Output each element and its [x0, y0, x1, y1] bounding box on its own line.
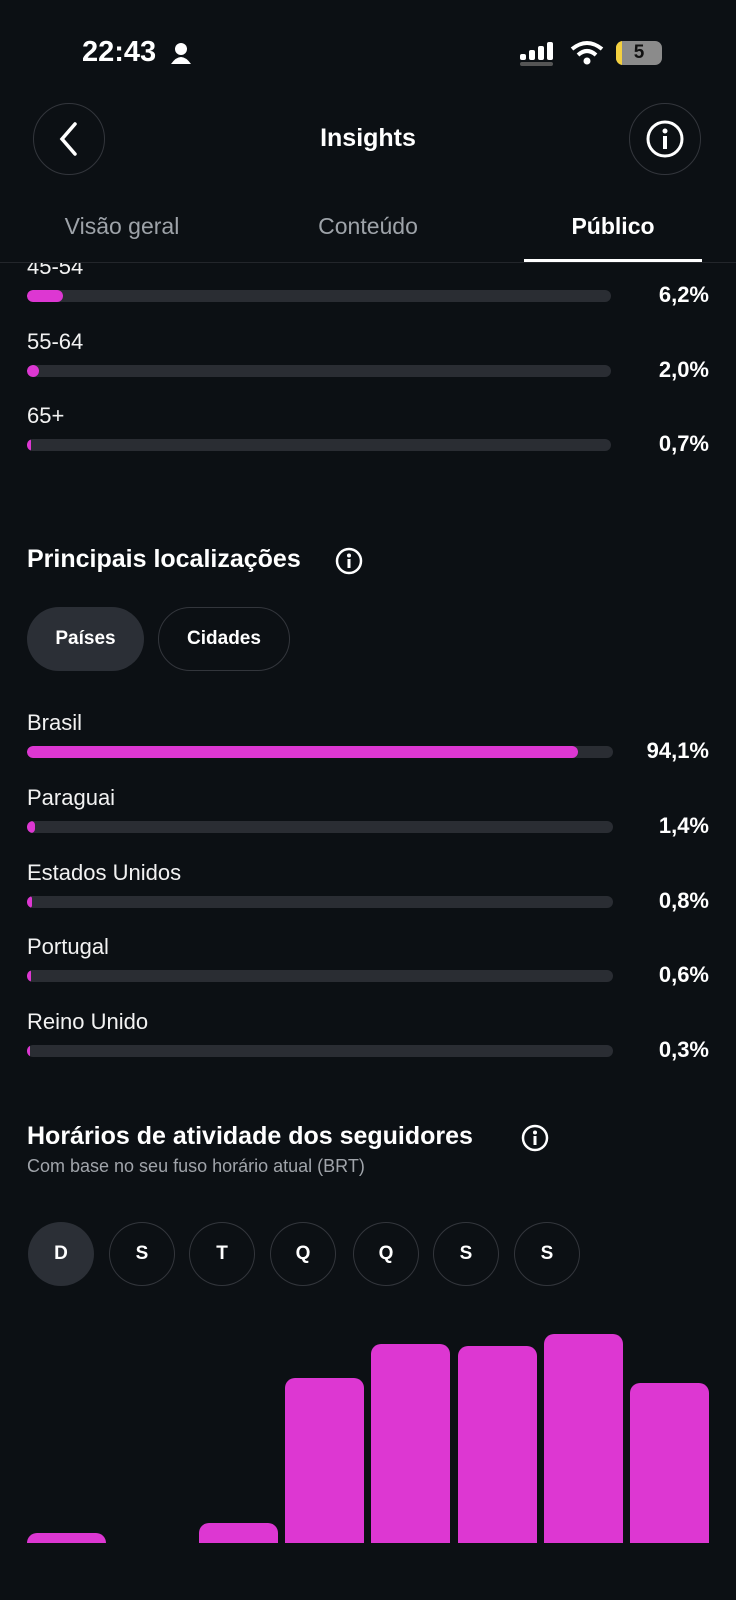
bar-track	[27, 439, 611, 451]
status-time: 22:43	[82, 36, 157, 68]
bar	[27, 895, 32, 908]
section-title: Principais localizações	[27, 545, 301, 573]
filter-pill[interactable]: Cidades	[158, 607, 290, 671]
filter-pill[interactable]: Países	[27, 607, 144, 671]
tab[interactable]: Público	[571, 213, 655, 239]
bar	[27, 290, 64, 302]
bar	[27, 820, 36, 833]
bar-track	[27, 820, 613, 833]
activity-bar	[629, 1383, 709, 1543]
bar-label: Paraguai	[27, 784, 116, 810]
day-button[interactable]: S	[109, 1222, 175, 1286]
back-button[interactable]	[33, 103, 105, 175]
bar-value: 0,7%	[658, 431, 709, 456]
activity-bar	[199, 1523, 279, 1543]
bar-label: Reino Unido	[27, 1009, 149, 1035]
activity-bar	[285, 1378, 365, 1543]
section-subtitle: Com base no seu fuso horário atual (BRT)	[27, 1156, 365, 1176]
bar-value: 6,2%	[658, 282, 709, 307]
bar-label: Estados Unidos	[27, 859, 182, 885]
info-button[interactable]	[629, 103, 701, 175]
bar-label: 65+	[27, 403, 65, 428]
activity-bar	[543, 1334, 623, 1543]
page-title: Insights	[320, 124, 416, 152]
bar-label: 55-64	[27, 328, 84, 354]
bar-value: 0,8%	[658, 887, 709, 913]
tab-separator	[0, 262, 736, 263]
bar-track	[27, 1045, 613, 1058]
tab[interactable]: Visão geral	[64, 213, 180, 239]
bar-label: 45-54	[27, 263, 84, 279]
wifi-icon	[570, 41, 604, 65]
battery-level: 5	[633, 42, 645, 63]
battery: 5	[616, 41, 662, 65]
bar	[27, 746, 579, 758]
bar-track	[27, 290, 611, 302]
activity-bar	[371, 1344, 451, 1543]
chart-cover	[0, 1543, 736, 1600]
day-button[interactable]: T	[189, 1222, 255, 1286]
bar-value: 94,1%	[646, 738, 709, 763]
bar-value: 0,6%	[658, 962, 709, 988]
section-title: Horários de atividade dos seguidores	[27, 1122, 473, 1150]
bar-value: 0,3%	[658, 1037, 709, 1063]
bar-track	[27, 970, 613, 983]
bar-label: Brasil	[27, 710, 83, 735]
day-button[interactable]: D	[28, 1222, 94, 1286]
day-button[interactable]: Q	[270, 1222, 336, 1286]
activity-bar	[27, 1533, 106, 1543]
signal-icon	[520, 42, 553, 66]
day-button[interactable]: S	[433, 1222, 499, 1286]
bar-track	[27, 364, 611, 377]
activity-bar	[457, 1346, 537, 1543]
info-icon[interactable]	[334, 546, 364, 576]
tab[interactable]: Conteúdo	[318, 213, 418, 239]
day-button[interactable]: S	[514, 1222, 580, 1286]
person-icon	[171, 43, 191, 64]
day-button[interactable]: Q	[353, 1222, 419, 1286]
info-icon[interactable]	[520, 1123, 550, 1153]
bar-track	[27, 895, 613, 908]
bar	[27, 364, 39, 377]
bar	[27, 1045, 30, 1058]
bar-value: 1,4%	[658, 812, 709, 838]
bar-label: Portugal	[27, 934, 109, 960]
bar	[27, 970, 31, 983]
bar-track	[27, 746, 613, 758]
scroll-area: Principais localizações Horários de ativ…	[0, 263, 736, 1600]
bar-value: 2,0%	[658, 356, 709, 382]
tab-indicator	[524, 259, 702, 262]
bar	[27, 439, 32, 451]
